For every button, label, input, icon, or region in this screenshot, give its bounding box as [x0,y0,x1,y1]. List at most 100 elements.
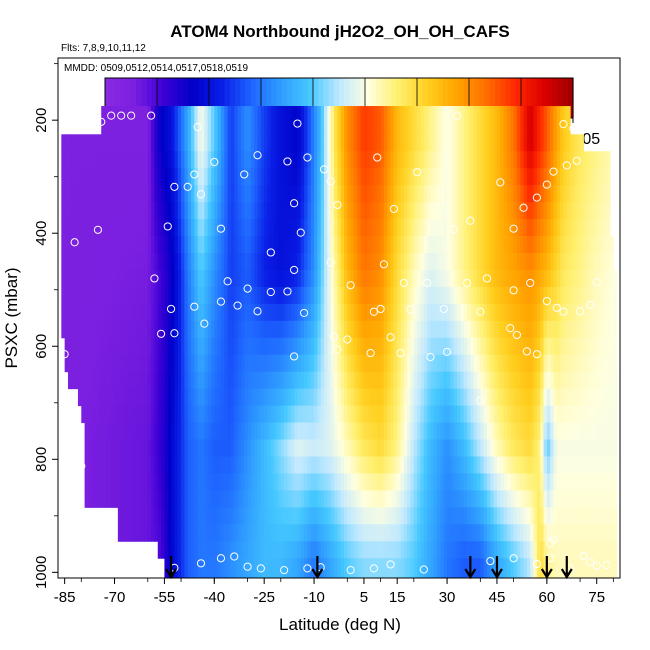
heatmap-cell [496,456,501,474]
heatmap-cell [496,507,501,525]
data-point [303,153,312,162]
heatmap-cell [546,524,551,542]
heatmap-cell [260,354,265,373]
heatmap-cell [437,405,441,424]
heatmap-cell [433,490,438,508]
heatmap-cell [334,490,338,508]
heatmap-cell [157,151,162,169]
heatmap-cell [161,490,165,508]
heatmap-cell [543,558,548,579]
heatmap-cell [101,320,106,339]
heatmap-cell [473,422,478,441]
heatmap-cell [360,371,365,390]
heatmap-cell [104,456,109,474]
heatmap-cell [520,388,525,407]
heatmap-cell [284,439,288,457]
heatmap-cell [214,134,219,152]
heatmap-cell [500,507,505,525]
heatmap-cell [91,236,96,254]
heatmap-cell [187,507,192,525]
heatmap-cell [230,303,235,322]
heatmap-cell [67,371,72,390]
heatmap-cell [324,507,328,525]
heatmap-cell [280,151,285,169]
heatmap-cell [87,185,92,203]
data-point [127,111,136,120]
heatmap-cell [550,524,554,542]
heatmap-cell [204,253,209,271]
heatmap-cell [171,558,175,579]
heatmap-cell [334,422,338,441]
heatmap-cell [580,558,584,579]
heatmap-cell [117,524,122,542]
heatmap-cell [210,524,215,542]
heatmap-cell [516,371,521,390]
heatmap-cell [413,219,418,237]
heatmap-cell [181,303,185,322]
heatmap-cell [420,541,425,559]
heatmap-cell [560,371,564,390]
heatmap-cell [144,320,149,339]
heatmap-cell [74,185,79,203]
colorbar-swatch [469,78,475,118]
heatmap-cell [141,168,145,186]
x-tick-label: 45 [489,589,506,606]
heatmap-cell [167,371,172,390]
heatmap-cell [290,405,295,424]
heatmap-cell [137,202,142,220]
heatmap-cell [320,490,325,508]
heatmap-cell [563,388,568,407]
heatmap-cell [207,388,212,407]
heatmap-cell [174,456,179,474]
heatmap-cell [367,439,372,457]
heatmap-cell [407,388,411,407]
heatmap-cell [314,456,318,474]
heatmap-cell [506,134,511,152]
heatmap-cell [387,507,392,525]
heatmap-cell [94,456,99,474]
heatmap-cell [343,286,348,305]
heatmap-cell [290,151,295,169]
heatmap-cell [470,337,475,356]
heatmap-cell [477,405,481,424]
heatmap-cell [480,303,485,322]
heatmap-cell [254,490,259,508]
heatmap-cell [423,490,428,508]
heatmap-cell [383,168,388,186]
heatmap-cell [373,168,378,186]
heatmap-cell [91,303,96,322]
heatmap-cell [343,388,348,407]
heatmap-cell [503,558,508,579]
heatmap-cell [324,151,328,169]
heatmap-cell [247,106,252,135]
heatmap-cell [164,558,169,579]
heatmap-cell [427,253,431,271]
heatmap-cell [573,354,578,373]
heatmap-cell [443,303,448,322]
heatmap-cell [314,219,318,237]
heatmap-cell [580,134,584,152]
heatmap-cell [506,286,511,305]
heatmap-cell [447,236,451,254]
heatmap-cell [413,405,418,424]
data-point [183,182,192,191]
heatmap-cell [280,405,285,424]
heatmap-cell [566,253,571,271]
heatmap-cell [580,541,584,559]
heatmap-cell [440,337,445,356]
heatmap-cell [420,168,425,186]
heatmap-cell [450,337,455,356]
heatmap-cell [197,371,202,390]
heatmap-cell [161,371,165,390]
data-point [532,559,541,568]
heatmap-cell [191,388,195,407]
heatmap-cell [503,202,508,220]
heatmap-cell [586,151,591,169]
heatmap-cell [410,371,415,390]
heatmap-cell [363,439,368,457]
heatmap-cell [570,185,574,203]
heatmap-cell [314,388,318,407]
heatmap-cell [61,219,66,237]
heatmap-cell [254,541,259,559]
heatmap-cell [264,151,269,169]
